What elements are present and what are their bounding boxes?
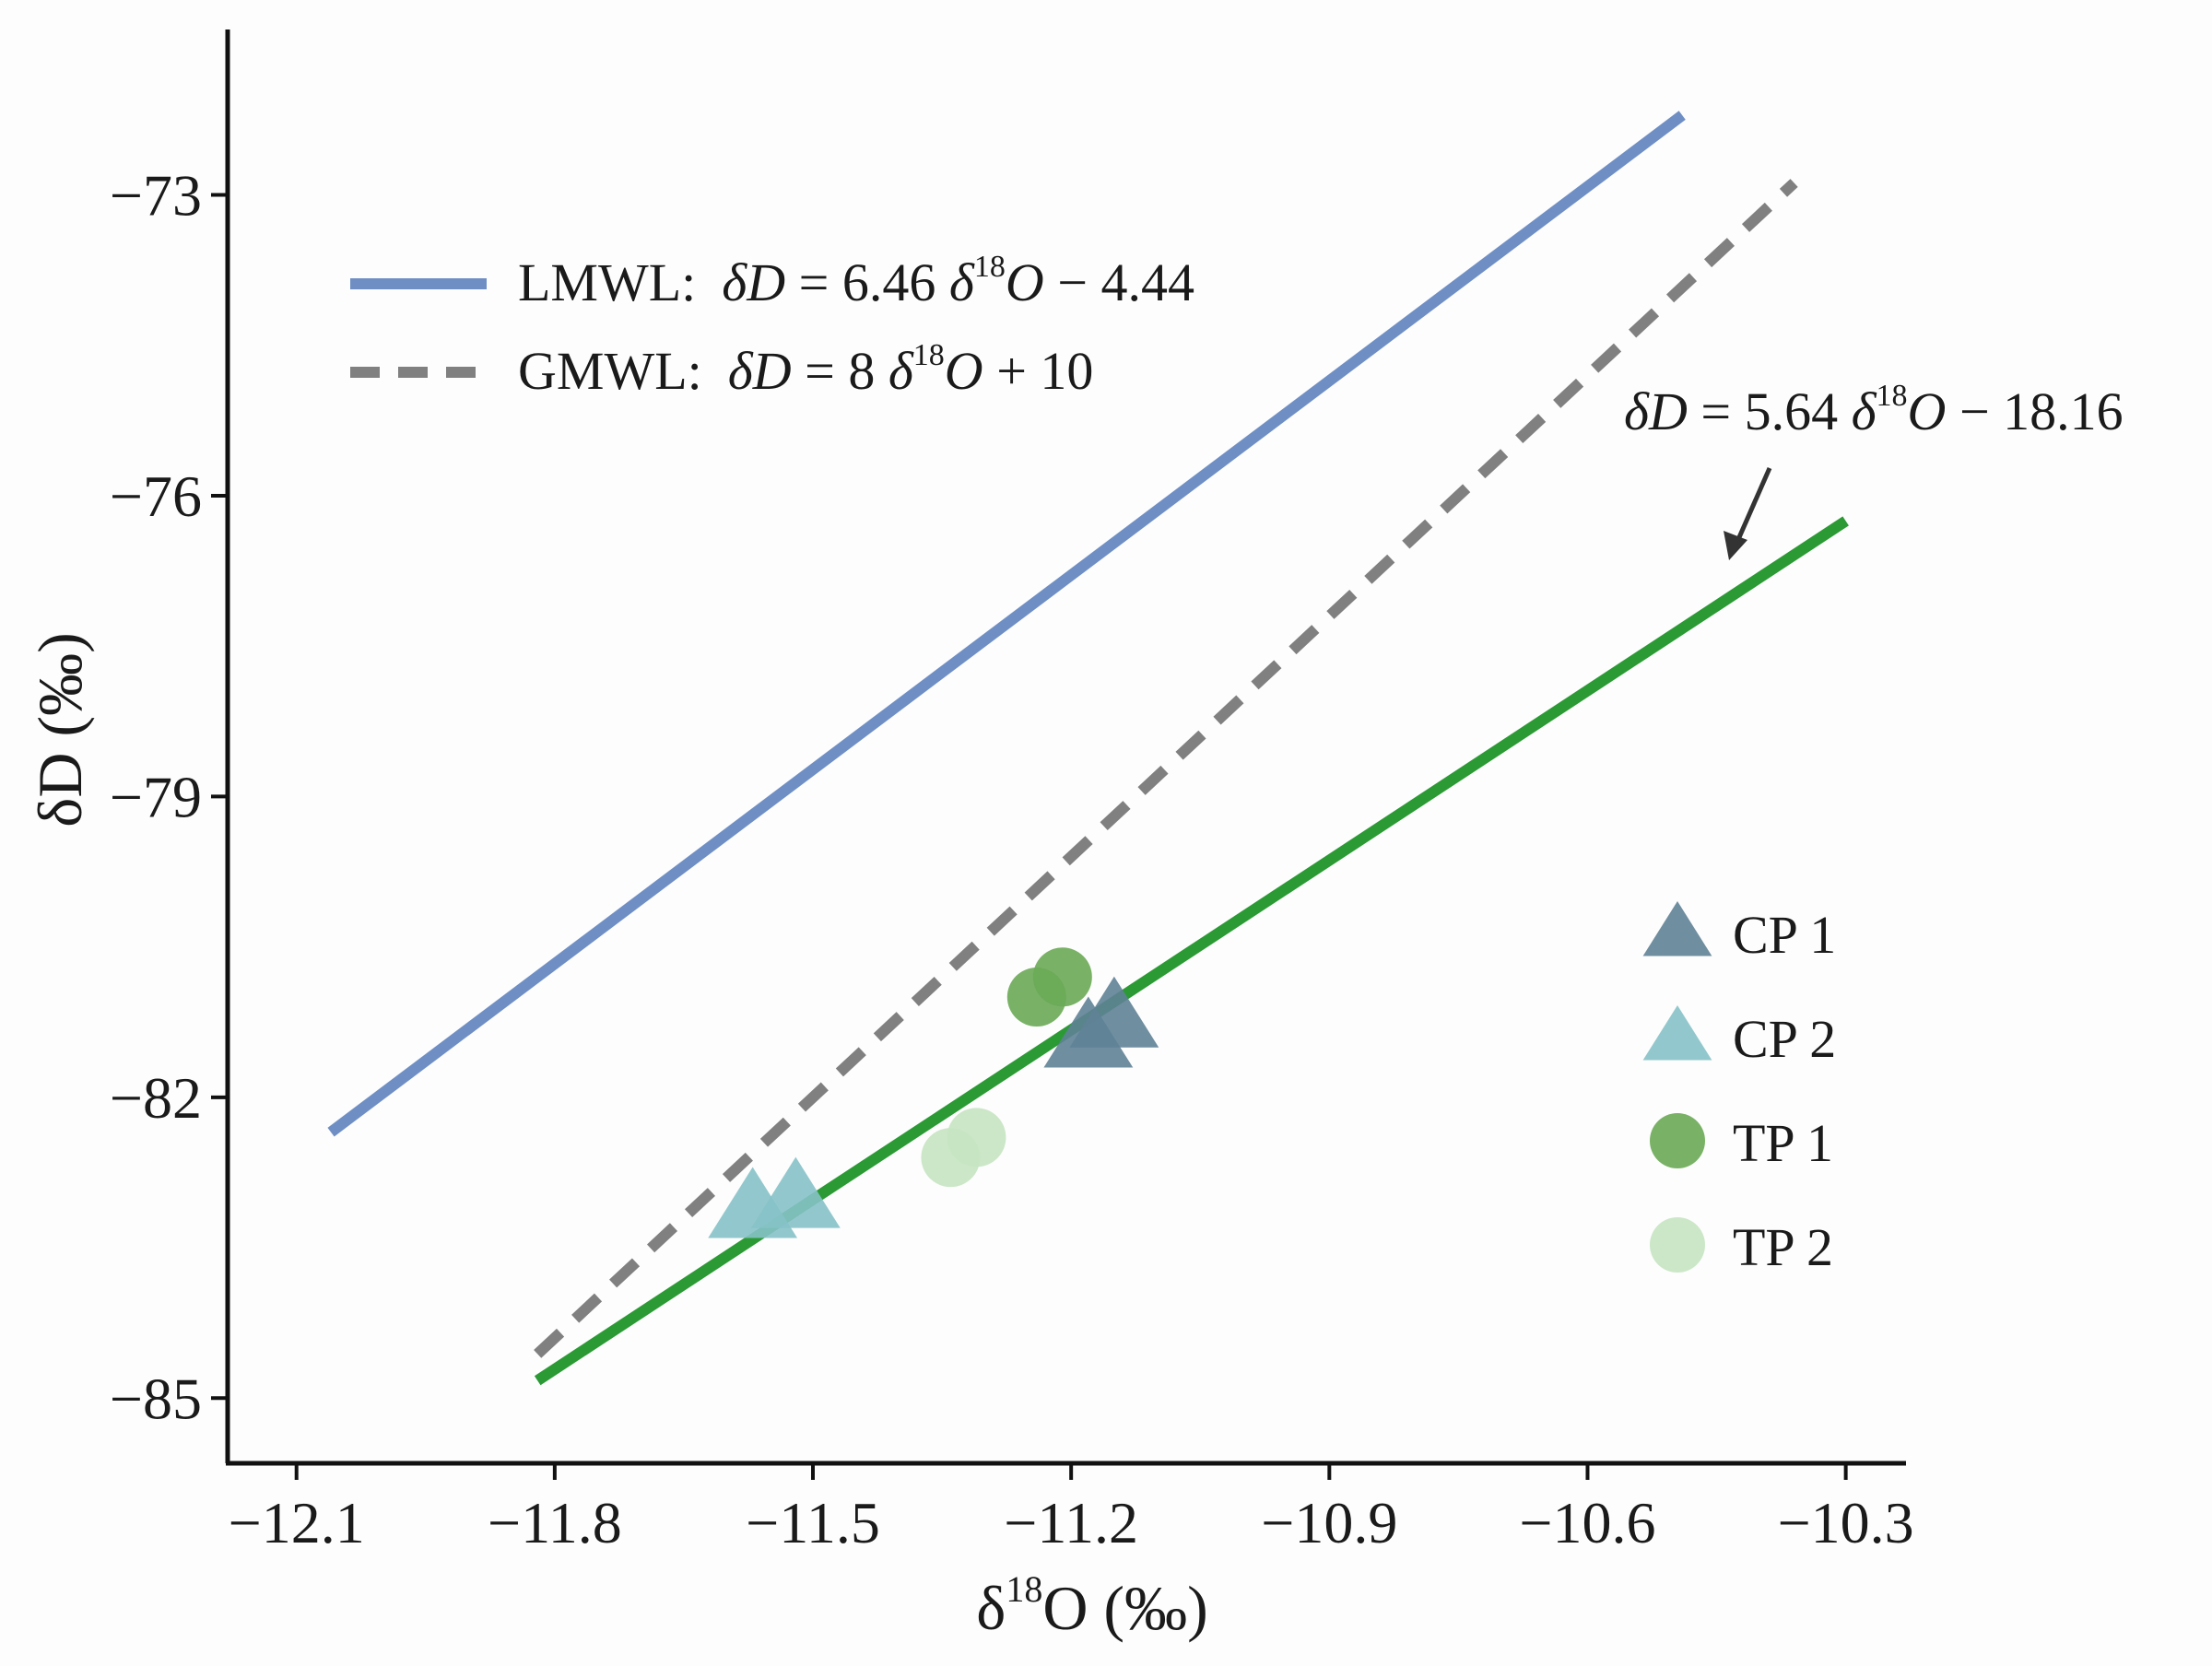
y-tick-label: −85 bbox=[110, 1366, 202, 1431]
legend-gmwl-text: GMWL: δD = 8 δ18O + 10 bbox=[518, 338, 1093, 401]
fit-annotation-arrowhead bbox=[1724, 531, 1747, 560]
line-gmwl bbox=[534, 179, 1798, 1358]
point-tp-2-2 bbox=[947, 1108, 1006, 1167]
x-tick-label: −10.9 bbox=[1261, 1490, 1397, 1555]
x-tick-label: −11.5 bbox=[746, 1490, 880, 1555]
x-tick-label: −12.1 bbox=[229, 1490, 365, 1555]
legend-marker-tp-2 bbox=[1650, 1217, 1705, 1273]
y-tick-label: −79 bbox=[110, 764, 202, 829]
line-lmwl bbox=[327, 111, 1686, 1137]
fit-annotation-arrow bbox=[1734, 466, 1772, 546]
x-axis-title: δ18O (‰) bbox=[976, 1568, 1207, 1643]
x-tick-label: −10.3 bbox=[1778, 1490, 1914, 1555]
x-tick-label: −10.6 bbox=[1519, 1490, 1655, 1555]
x-tick-label: −11.2 bbox=[1004, 1490, 1138, 1555]
legend-label-tp-2: TP 2 bbox=[1733, 1217, 1833, 1277]
y-tick-label: −76 bbox=[110, 463, 202, 529]
legend-marker-cp-1 bbox=[1642, 901, 1712, 956]
legend-lmwl-text: LMWL: δD = 6.46 δ18O − 4.44 bbox=[518, 250, 1194, 312]
x-tick-label: −11.8 bbox=[488, 1490, 622, 1555]
legend-marker-tp-1 bbox=[1650, 1113, 1705, 1168]
point-tp-1-2 bbox=[1032, 947, 1092, 1007]
marker-legend: CP 1 CP 2 TP 1 TP 2 bbox=[1642, 901, 1836, 1277]
x-axis-title-rest: O (‰) bbox=[1042, 1573, 1207, 1643]
y-axis-title: δD (‰) bbox=[25, 632, 95, 827]
point-cp-2-2 bbox=[750, 1156, 841, 1228]
y-tick-label: −73 bbox=[110, 163, 202, 229]
legend-label-cp-1: CP 1 bbox=[1733, 905, 1836, 965]
plot-layer bbox=[327, 111, 1849, 1386]
point-cp-1-2 bbox=[1069, 976, 1159, 1048]
x-axis-title-sup: 18 bbox=[1006, 1568, 1042, 1610]
fit-annotation: δD = 5.64 δ18O − 18.16 bbox=[1624, 379, 2124, 560]
line-legend: LMWL: δD = 6.46 δ18O − 4.44 GMWL: δD = 8 δ… bbox=[350, 250, 1194, 401]
legend-marker-cp-2 bbox=[1642, 1005, 1712, 1061]
fit-annotation-text: δD = 5.64 δ18O − 18.16 bbox=[1624, 379, 2124, 441]
axis-layer: −12.1 −11.8 −11.5 −11.2 −10.9 −10.6 −10.3 −73 −7… bbox=[110, 29, 1914, 1555]
y-tick-label: −82 bbox=[110, 1065, 202, 1131]
legend-label-cp-2: CP 2 bbox=[1733, 1009, 1836, 1069]
legend-label-tp-1: TP 1 bbox=[1733, 1113, 1833, 1173]
